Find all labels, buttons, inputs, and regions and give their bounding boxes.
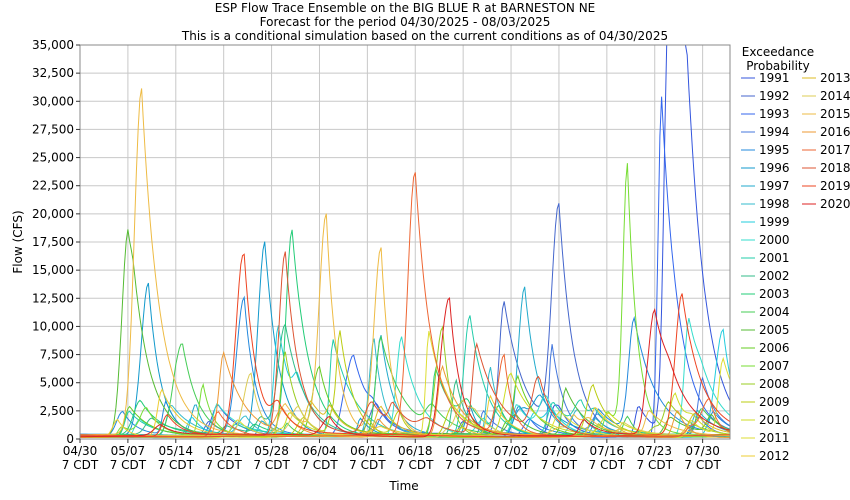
legend-item-1997: 1997 xyxy=(759,179,790,193)
legend-item-2002: 2002 xyxy=(759,269,790,283)
legend-item-2011: 2011 xyxy=(759,431,790,445)
legend-item-2009: 2009 xyxy=(759,395,790,409)
x-tick-sublabel: 7 CDT xyxy=(253,458,290,472)
series-line-2014 xyxy=(80,372,730,438)
y-tick-label: 17,500 xyxy=(32,235,74,249)
x-axis-label: Time xyxy=(388,479,418,493)
legend-item-2007: 2007 xyxy=(759,359,790,373)
x-tick-sublabel: 7 CDT xyxy=(637,458,674,472)
legend-item-1994: 1994 xyxy=(759,125,790,139)
x-tick-label: 06/11 xyxy=(350,444,385,458)
x-tick-label: 07/30 xyxy=(685,444,720,458)
y-tick-label: 12,500 xyxy=(32,291,74,305)
x-tick-label: 07/02 xyxy=(494,444,529,458)
series-line-2012 xyxy=(79,388,730,438)
series-line-2015 xyxy=(80,88,731,437)
y-tick-label: 32,500 xyxy=(32,66,74,80)
y-tick-label: 10,000 xyxy=(32,319,74,333)
legend-item-1996: 1996 xyxy=(759,161,790,175)
y-tick-label: 20,000 xyxy=(32,207,74,221)
y-axis-ticks: 0 2,500 5,000 7,500 10,000 12,500 15,000 17,500… xyxy=(32,38,80,446)
x-tick-label: 07/16 xyxy=(590,444,625,458)
series-line-2018 xyxy=(80,251,730,438)
x-tick-label: 07/09 xyxy=(542,444,577,458)
x-tick-sublabel: 7 CDT xyxy=(110,458,147,472)
legend-item-2010: 2010 xyxy=(759,413,790,427)
x-tick-sublabel: 7 CDT xyxy=(445,458,482,472)
series-layer xyxy=(79,44,731,439)
legend-title: Exceedance xyxy=(742,45,814,59)
legend-item-1995: 1995 xyxy=(759,143,790,157)
x-tick-label: 04/30 xyxy=(63,444,98,458)
y-tick-label: 25,000 xyxy=(32,151,74,165)
legend-item-2008: 2008 xyxy=(759,377,790,391)
x-tick-label: 05/07 xyxy=(111,444,146,458)
legend-item-2020: 2020 xyxy=(820,197,850,211)
x-tick-sublabel: 7 CDT xyxy=(301,458,338,472)
x-tick-sublabel: 7 CDT xyxy=(684,458,721,472)
legend-item-2006: 2006 xyxy=(759,341,790,355)
legend-item-2018: 2018 xyxy=(820,161,850,175)
x-tick-sublabel: 7 CDT xyxy=(541,458,578,472)
x-tick-sublabel: 7 CDT xyxy=(589,458,626,472)
x-tick-label: 05/14 xyxy=(158,444,193,458)
y-tick-label: 35,000 xyxy=(32,38,74,52)
y-tick-label: 15,000 xyxy=(32,263,74,277)
legend-item-2016: 2016 xyxy=(820,125,850,139)
legend: Exceedance Probability 1991 1992 1993 1994 1… xyxy=(741,45,850,463)
legend-item-2012: 2012 xyxy=(759,449,790,463)
y-tick-label: 2,500 xyxy=(40,404,74,418)
legend-item-2014: 2014 xyxy=(820,89,850,103)
legend-item-2017: 2017 xyxy=(820,143,850,157)
x-tick-sublabel: 7 CDT xyxy=(397,458,434,472)
x-tick-label: 05/21 xyxy=(206,444,241,458)
legend-item-1991: 1991 xyxy=(759,71,790,85)
x-tick-sublabel: 7 CDT xyxy=(349,458,386,472)
series-line-2020 xyxy=(80,296,731,438)
x-tick-label: 06/04 xyxy=(302,444,337,458)
legend-item-2013: 2013 xyxy=(820,71,850,85)
legend-item-2000: 2000 xyxy=(759,233,790,247)
legend-item-2004: 2004 xyxy=(759,305,790,319)
legend-item-1993: 1993 xyxy=(759,107,790,121)
chart-titles: ESP Flow Trace Ensemble on the BIG BLUE … xyxy=(181,1,668,43)
y-tick-label: 27,500 xyxy=(32,122,74,136)
series-line-2019 xyxy=(80,253,731,438)
legend-item-2015: 2015 xyxy=(820,107,850,121)
legend-item-1998: 1998 xyxy=(759,197,790,211)
chart-subtitle-2: This is a conditional simulation based o… xyxy=(181,29,668,43)
y-tick-label: 30,000 xyxy=(32,94,74,108)
x-tick-label: 07/23 xyxy=(637,444,672,458)
x-tick-label: 05/28 xyxy=(254,444,289,458)
y-tick-label: 7,500 xyxy=(40,348,74,362)
legend-item-2019: 2019 xyxy=(820,179,850,193)
legend-item-2003: 2003 xyxy=(759,287,790,301)
y-axis-label: Flow (CFS) xyxy=(11,210,25,273)
y-tick-label: 22,500 xyxy=(32,179,74,193)
legend-item-2005: 2005 xyxy=(759,323,790,337)
chart-subtitle: Forecast for the period 04/30/2025 - 08/… xyxy=(260,15,551,29)
x-tick-label: 06/25 xyxy=(446,444,481,458)
legend-item-1999: 1999 xyxy=(759,215,790,229)
x-tick-label: 06/18 xyxy=(398,444,433,458)
x-tick-sublabel: 7 CDT xyxy=(158,458,195,472)
chart-title: ESP Flow Trace Ensemble on the BIG BLUE … xyxy=(215,1,596,15)
y-tick-label: 5,000 xyxy=(40,376,74,390)
legend-item-2001: 2001 xyxy=(759,251,790,265)
legend-item-1992: 1992 xyxy=(759,89,790,103)
x-tick-sublabel: 7 CDT xyxy=(205,458,242,472)
y-tick-label: 0 xyxy=(66,432,74,446)
x-tick-sublabel: 7 CDT xyxy=(62,458,99,472)
legend-title-line-2: Probability xyxy=(746,59,809,73)
x-tick-sublabel: 7 CDT xyxy=(493,458,530,472)
